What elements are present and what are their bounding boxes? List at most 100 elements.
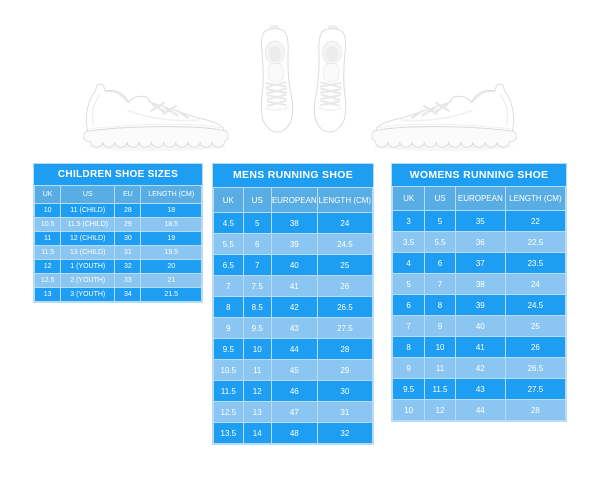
table-row: 9 11 42 26.5 [393, 358, 565, 378]
table-cell: 27.5 [317, 318, 372, 338]
table-cell: 6 [425, 253, 455, 273]
table-cell: 10.5 [35, 218, 61, 231]
column-header: UK [35, 186, 61, 203]
table-cell: 11.5 [425, 379, 455, 399]
table-cell: 27.5 [505, 379, 565, 399]
table-cell: 13 (CHILD) [61, 246, 115, 259]
table-row: 7 7.5 41 26 [214, 276, 372, 296]
table-cell: 35 [455, 211, 505, 231]
table-cell: 5 [243, 213, 271, 233]
table-cell: 10.5 [214, 360, 243, 380]
table-cell: 4 [393, 253, 425, 273]
table-cell: 5.5 [214, 234, 243, 254]
table-cell: 26 [505, 337, 565, 357]
table-cell: 12 (CHILD) [61, 232, 115, 245]
table-cell: 9 [393, 358, 425, 378]
table-cell: 9.5 [214, 339, 243, 359]
table-cell: 46 [271, 381, 317, 401]
mens-header-row: UK US EUROPEAN LENGTH (CM) [214, 188, 372, 212]
table-cell: 13 [35, 288, 61, 301]
womens-size-table: WOMENS RUNNING SHOE UK US EUROPEAN LENGTH (… [391, 163, 567, 422]
table-cell: 28 [317, 339, 372, 359]
table-cell: 39 [271, 234, 317, 254]
table-row: 5.5 6 39 24.5 [214, 234, 372, 254]
table-cell: 8 [393, 337, 425, 357]
table-cell: 12 [425, 400, 455, 420]
table-row: 7 9 40 25 [393, 316, 565, 336]
table-row: 4 6 37 23.5 [393, 253, 565, 273]
table-cell: 12.5 [214, 402, 243, 422]
table-cell: 21.5 [141, 288, 201, 301]
table-row: 6.5 7 40 25 [214, 255, 372, 275]
table-cell: 48 [271, 423, 317, 443]
children-table-title: CHILDREN SHOE SIZES [34, 164, 202, 185]
table-cell: 19 [141, 232, 201, 245]
table-cell: 1 (YOUTH) [61, 260, 115, 273]
column-header: US [425, 187, 455, 210]
table-cell: 12.5 [35, 274, 61, 287]
table-cell: 30 [115, 232, 141, 245]
table-cell: 6 [393, 295, 425, 315]
table-row: 8 10 41 26 [393, 337, 565, 357]
table-cell: 9 [214, 318, 243, 338]
table-cell: 24 [317, 213, 372, 233]
table-cell: 24.5 [505, 295, 565, 315]
table-cell: 42 [271, 297, 317, 317]
table-cell: 8 [214, 297, 243, 317]
table-cell: 3.5 [393, 232, 425, 252]
table-cell: 39 [455, 295, 505, 315]
table-row: 12 1 (YOUTH) 32 20 [35, 260, 201, 273]
table-cell: 26 [317, 276, 372, 296]
table-row: 11.5 12 46 30 [214, 381, 372, 401]
table-cell: 11.5 (CHILD) [61, 218, 115, 231]
table-cell: 13.5 [214, 423, 243, 443]
table-cell: 10 [393, 400, 425, 420]
table-cell: 6 [243, 234, 271, 254]
column-header: LENGTH (CM) [505, 187, 565, 210]
table-cell: 38 [455, 274, 505, 294]
table-cell: 4.5 [214, 213, 243, 233]
table-cell: 10 [243, 339, 271, 359]
table-cell: 5.5 [425, 232, 455, 252]
table-cell: 3 (YOUTH) [61, 288, 115, 301]
table-row: 3 5 35 22 [393, 211, 565, 231]
table-cell: 41 [455, 337, 505, 357]
table-row: 10.5 11 45 29 [214, 360, 372, 380]
table-cell: 29 [115, 218, 141, 231]
table-cell: 43 [455, 379, 505, 399]
table-cell: 40 [455, 316, 505, 336]
table-cell: 7 [243, 255, 271, 275]
table-row: 11.5 13 (CHILD) 31 19.5 [35, 246, 201, 259]
table-cell: 32 [317, 423, 372, 443]
table-cell: 8.5 [243, 297, 271, 317]
table-cell: 31 [317, 402, 372, 422]
womens-header-row: UK US EUROPEAN LENGTH (CM) [393, 187, 565, 210]
table-row: 4.5 5 38 24 [214, 213, 372, 233]
table-cell: 9.5 [243, 318, 271, 338]
table-cell: 13 [243, 402, 271, 422]
table-cell: 12 [35, 260, 61, 273]
table-cell: 38 [271, 213, 317, 233]
sneaker-side-view-right-photo [371, 83, 517, 151]
table-row: 5 7 38 24 [393, 274, 565, 294]
table-cell: 5 [425, 211, 455, 231]
table-row: 12.5 2 (YOUTH) 33 21 [35, 274, 201, 287]
table-row: 9.5 10 44 28 [214, 339, 372, 359]
children-header-row: UK US EU LENGTH (CM) [35, 186, 201, 203]
table-cell: 25 [505, 316, 565, 336]
table-cell: 36 [455, 232, 505, 252]
table-cell: 10 [35, 204, 61, 217]
table-cell: 23.5 [505, 253, 565, 273]
table-cell: 19.5 [141, 246, 201, 259]
table-row: 3.5 5.5 36 22.5 [393, 232, 565, 252]
mens-size-table: MENS RUNNING SHOE UK US EUROPEAN LENGTH (CM… [212, 163, 374, 445]
table-cell: 9 [425, 316, 455, 336]
table-cell: 18.5 [141, 218, 201, 231]
column-header: EUROPEAN [455, 187, 505, 210]
table-cell: 22 [505, 211, 565, 231]
table-cell: 21 [141, 274, 201, 287]
table-row: 13.5 14 48 32 [214, 423, 372, 443]
table-cell: 9.5 [393, 379, 425, 399]
sneaker-top-view-left [260, 25, 293, 133]
